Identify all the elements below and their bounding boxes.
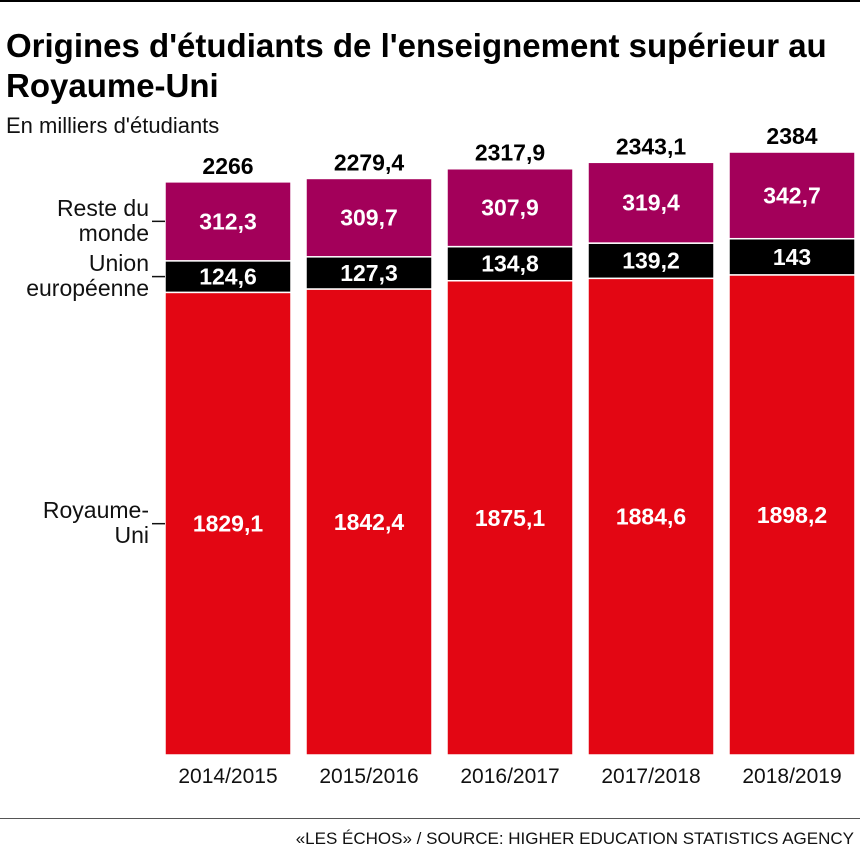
series-label: Uni (114, 522, 149, 548)
bar-segment (446, 279, 574, 756)
x-tick-label: 2016/2017 (460, 765, 559, 788)
bar-total-label: 2343,1 (616, 133, 687, 159)
bar-total-label: 2266 (202, 153, 253, 179)
bar-segment (164, 181, 292, 262)
series-label: européenne (26, 275, 149, 301)
bar-value-label: 309,7 (340, 205, 398, 231)
bar-value-label: 139,2 (622, 248, 680, 274)
bar-segment (446, 245, 574, 282)
series-label: Royaume- (43, 497, 149, 523)
bar-value-label: 1884,6 (616, 504, 686, 530)
bar-segment (728, 237, 856, 276)
x-tick-label: 2017/2018 (601, 765, 700, 788)
bar-total-label: 2279,4 (334, 149, 405, 175)
footer-rule (0, 818, 860, 819)
bar-value-label: 1842,4 (334, 509, 405, 535)
x-tick-label: 2015/2016 (319, 765, 418, 788)
bar-value-label: 342,7 (763, 182, 821, 208)
chart-subtitle: En milliers d'étudiants (6, 113, 220, 138)
series-label: monde (79, 220, 149, 246)
source-note: «LES ÉCHOS» / SOURCE: HIGHER EDUCATION S… (295, 829, 854, 848)
bar-value-label: 1898,2 (757, 502, 827, 528)
bar-value-label: 143 (773, 244, 811, 270)
bar-value-label: 312,3 (199, 208, 257, 234)
series-label: Union (89, 250, 149, 276)
bar-value-label: 1875,1 (475, 505, 546, 531)
bar-total-label: 2317,9 (475, 140, 545, 166)
bar-segment (446, 167, 574, 248)
x-tick-label: 2014/2015 (178, 765, 277, 788)
bar-segment (728, 274, 856, 756)
bar-total-label: 2384 (766, 123, 817, 149)
bar-value-label: 134,8 (481, 251, 539, 277)
bar-segment (587, 161, 715, 244)
series-label: Reste du (57, 195, 149, 221)
bar-value-label: 124,6 (199, 264, 257, 290)
bar-value-label: 307,9 (481, 195, 539, 221)
bar-value-label: 319,4 (622, 190, 680, 216)
bar-segment (305, 177, 433, 258)
bar-segment (728, 151, 856, 240)
bar-value-label: 127,3 (340, 260, 398, 286)
bar-value-label: 1829,1 (193, 511, 264, 537)
bar-segment (587, 277, 715, 756)
x-tick-label: 2018/2019 (742, 765, 841, 788)
top-rule (0, 0, 860, 2)
bar-segment (587, 242, 715, 280)
chart-title: Origines d'étudiants de l'enseignement s… (6, 27, 827, 104)
